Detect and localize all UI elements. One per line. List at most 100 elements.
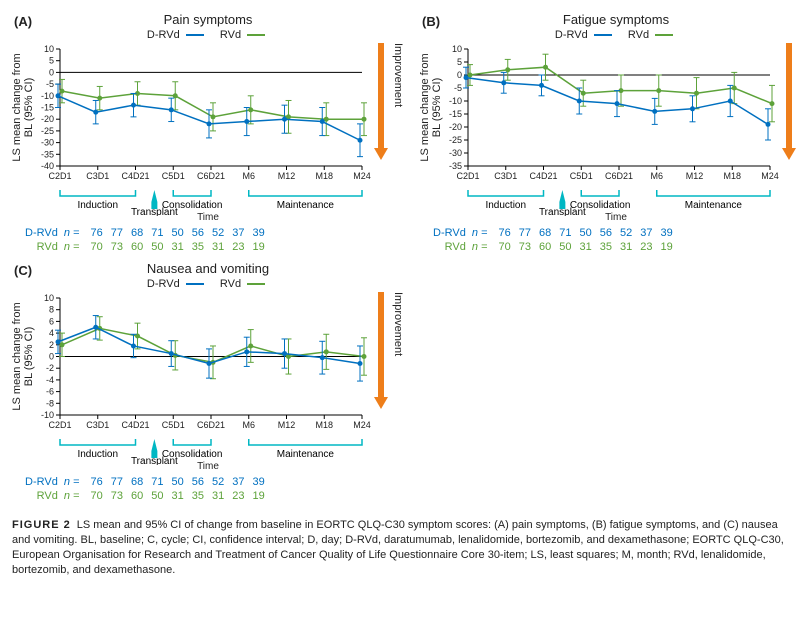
- ntable-cell: 70: [88, 490, 106, 502]
- panel-C: (C) Nausea and vomiting D-RVd RVd -10-8-…: [12, 261, 404, 504]
- svg-text:M6: M6: [242, 420, 255, 430]
- legend-drvd: D-RVd: [555, 29, 588, 41]
- svg-text:LS mean change fromBL (95% CI): LS mean change fromBL (95% CI): [12, 302, 35, 410]
- panel-title: Pain symptoms: [12, 12, 404, 27]
- ntable-cell: 52: [209, 476, 227, 488]
- ntable-cell: 52: [617, 227, 635, 239]
- legend-drvd-swatch: [594, 34, 612, 36]
- svg-text:C5D1: C5D1: [162, 420, 185, 430]
- ntable-cell: 37: [637, 227, 655, 239]
- ntable-cell: 56: [597, 227, 615, 239]
- figure-caption-text: LS mean and 95% CI of change from baseli…: [12, 519, 784, 576]
- ntable-cell: 50: [169, 227, 187, 239]
- ntable-cell: 37: [229, 227, 247, 239]
- ntable-cell: 71: [556, 227, 574, 239]
- panel-A: (A) Pain symptoms D-RVd RVd -40-35-30-25…: [12, 12, 404, 255]
- ntable-rvd-label: RVd n =: [430, 241, 494, 253]
- ntable-cell: 60: [128, 241, 146, 253]
- svg-text:Maintenance: Maintenance: [277, 200, 335, 211]
- ntable-cell: 70: [88, 241, 106, 253]
- ntable-cell: 31: [617, 241, 635, 253]
- chart-B: -35-30-25-20-15-10-50510C2D1C3D1C4D21C5D…: [420, 43, 780, 188]
- n-table: D-RVd n =767768715056523739RVd n =707360…: [20, 225, 270, 255]
- ntable-cell: 73: [108, 241, 126, 253]
- svg-text:M18: M18: [315, 171, 333, 181]
- svg-text:2: 2: [49, 340, 54, 350]
- ntable-cell: 31: [209, 241, 227, 253]
- svg-text:6: 6: [49, 316, 54, 326]
- legend: D-RVd RVd: [12, 29, 404, 41]
- improvement-label: Improvement: [392, 43, 404, 107]
- legend-rvd: RVd: [220, 278, 241, 290]
- svg-text:M24: M24: [353, 171, 371, 181]
- svg-text:Maintenance: Maintenance: [277, 449, 335, 460]
- ntable-cell: 76: [496, 227, 514, 239]
- svg-text:M6: M6: [650, 171, 663, 181]
- ntable-cell: 23: [229, 490, 247, 502]
- svg-text:0: 0: [49, 67, 54, 77]
- svg-text:C3D1: C3D1: [494, 171, 517, 181]
- phase-brackets: InductionTransplantConsolidationMaintena…: [12, 188, 372, 216]
- svg-text:-5: -5: [454, 83, 462, 93]
- legend-drvd: D-RVd: [147, 278, 180, 290]
- legend-rvd: RVd: [628, 29, 649, 41]
- ntable-cell: 50: [577, 227, 595, 239]
- svg-text:5: 5: [49, 56, 54, 66]
- svg-text:C2D1: C2D1: [48, 420, 71, 430]
- svg-text:C3D1: C3D1: [86, 420, 109, 430]
- ntable-cell: 60: [128, 490, 146, 502]
- ntable-cell: 71: [148, 227, 166, 239]
- ntable-cell: 60: [536, 241, 554, 253]
- improvement-arrow-icon: [782, 43, 796, 160]
- ntable-cell: 71: [148, 476, 166, 488]
- legend-rvd-swatch: [247, 283, 265, 285]
- ntable-cell: 68: [128, 476, 146, 488]
- panel-label: (B): [422, 14, 440, 29]
- ntable-cell: 77: [516, 227, 534, 239]
- legend: D-RVd RVd: [12, 278, 404, 290]
- svg-text:C5D1: C5D1: [570, 171, 593, 181]
- figure-label: FIGURE 2: [12, 519, 71, 531]
- phase-brackets: InductionTransplantConsolidationMaintena…: [12, 437, 372, 465]
- ntable-drvd-label: D-RVd n =: [22, 476, 86, 488]
- legend-rvd: RVd: [220, 29, 241, 41]
- svg-text:5: 5: [457, 57, 462, 67]
- ntable-drvd-label: D-RVd n =: [22, 227, 86, 239]
- svg-text:C5D1: C5D1: [162, 171, 185, 181]
- svg-text:C6D21: C6D21: [605, 171, 633, 181]
- svg-text:C4D21: C4D21: [121, 171, 149, 181]
- svg-text:-25: -25: [449, 135, 462, 145]
- svg-text:M6: M6: [242, 171, 255, 181]
- ntable-cell: 19: [658, 241, 676, 253]
- legend-drvd: D-RVd: [147, 29, 180, 41]
- ntable-cell: 76: [88, 476, 106, 488]
- svg-text:-15: -15: [41, 103, 54, 113]
- svg-text:-20: -20: [449, 122, 462, 132]
- svg-text:M24: M24: [761, 171, 779, 181]
- svg-text:-6: -6: [46, 387, 54, 397]
- svg-text:Consolidation: Consolidation: [162, 200, 223, 211]
- svg-text:-35: -35: [449, 161, 462, 171]
- ntable-rvd-label: RVd n =: [22, 490, 86, 502]
- ntable-rvd-label: RVd n =: [22, 241, 86, 253]
- svg-text:Maintenance: Maintenance: [685, 200, 743, 211]
- svg-text:-8: -8: [46, 398, 54, 408]
- chart-A: -40-35-30-25-20-15-10-50510C2D1C3D1C4D21…: [12, 43, 372, 188]
- panel-title: Nausea and vomiting: [12, 261, 404, 276]
- legend-drvd-swatch: [186, 34, 204, 36]
- svg-text:-5: -5: [46, 79, 54, 89]
- ntable-cell: 50: [148, 241, 166, 253]
- svg-text:C3D1: C3D1: [86, 171, 109, 181]
- ntable-cell: 39: [658, 227, 676, 239]
- svg-text:-30: -30: [41, 138, 54, 148]
- ntable-cell: 35: [189, 241, 207, 253]
- ntable-cell: 56: [189, 476, 207, 488]
- panel-label: (A): [14, 14, 32, 29]
- ntable-cell: 77: [108, 476, 126, 488]
- svg-text:-40: -40: [41, 161, 54, 171]
- ntable-cell: 31: [577, 241, 595, 253]
- ntable-cell: 73: [516, 241, 534, 253]
- ntable-cell: 35: [597, 241, 615, 253]
- svg-text:Consolidation: Consolidation: [570, 200, 631, 211]
- ntable-cell: 39: [250, 476, 268, 488]
